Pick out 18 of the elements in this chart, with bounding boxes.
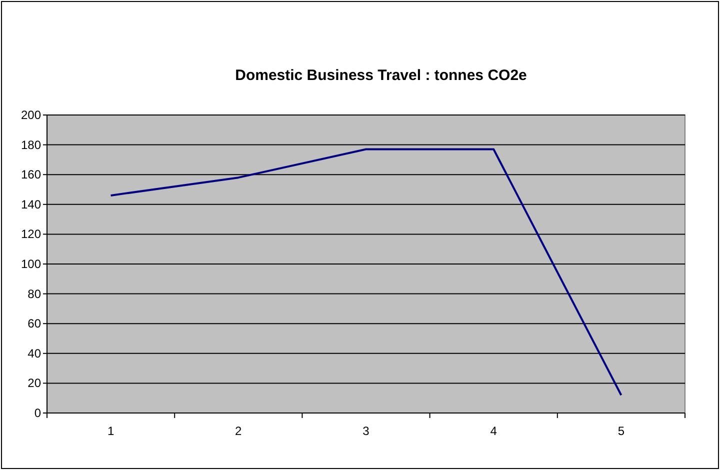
line-series [110,148,622,396]
y-tick-label: 100 [20,257,42,271]
y-tick-label: 40 [28,346,42,360]
chart-title: Domestic Business Travel : tonnes CO2e [235,67,527,84]
x-tick-label: 3 [362,424,370,438]
y-tick-label: 120 [20,227,42,242]
y-tick-label: 140 [20,197,42,212]
x-tick-label: 5 [618,424,625,438]
y-tick-label: 80 [28,286,42,301]
y-tick-label: 0 [34,406,42,420]
y-tick-label: 20 [28,376,42,390]
y-tick-label: 200 [20,108,42,122]
x-tick-label: 1 [107,424,114,438]
y-tick-label: 180 [20,138,42,152]
x-tick-label: 2 [235,424,242,438]
x-tick-label: 4 [490,424,498,438]
y-tick-label: 160 [20,168,42,182]
y-tick-label: 60 [28,316,42,331]
